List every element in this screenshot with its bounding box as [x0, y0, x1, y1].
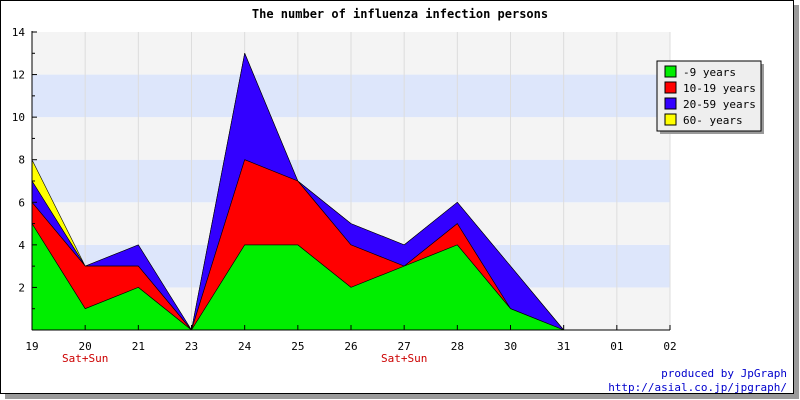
x-tick-label: 01 — [610, 340, 623, 353]
legend-swatch — [664, 81, 677, 94]
x-tick-label: 27 — [398, 340, 411, 353]
legend-label: -9 years — [683, 66, 736, 79]
x-tick-label: 25 — [291, 340, 304, 353]
legend-label: 60- years — [683, 114, 743, 127]
x-tick-label: 30 — [504, 340, 517, 353]
y-tick-label: 6 — [18, 196, 25, 209]
y-tick-label: 10 — [12, 111, 25, 124]
y-tick-label: 4 — [18, 239, 25, 252]
y-tick-label: 2 — [18, 281, 25, 294]
legend-label: 10-19 years — [683, 82, 756, 95]
y-tick-label: 12 — [12, 69, 25, 82]
legend-label: 20-59 years — [683, 98, 756, 111]
x-tick-label: 26 — [344, 340, 357, 353]
legend-swatch — [664, 65, 677, 78]
x-tick-label: 23 — [185, 340, 198, 353]
y-tick-label: 14 — [12, 26, 26, 39]
x-tick-label: 02 — [663, 340, 676, 353]
x-tick-label: 24 — [238, 340, 252, 353]
legend-swatch — [664, 113, 677, 126]
x-tick-label: 19 — [25, 340, 38, 353]
chart-title: The number of influenza infection person… — [252, 7, 548, 21]
y-tick-label: 8 — [18, 154, 25, 167]
credit-line-2[interactable]: http://asial.co.jp/jpgraph/ — [608, 381, 787, 393]
x-tick-label: 31 — [557, 340, 570, 353]
credit-line-1: produced by JpGraph — [661, 367, 787, 380]
legend-swatch — [664, 97, 677, 110]
weekend-label: Sat+Sun — [62, 352, 108, 365]
x-tick-label: 21 — [132, 340, 145, 353]
chart-frame: The number of influenza infection person… — [0, 0, 794, 394]
legend: -9 years 10-19 years 20-59 years 60- years — [656, 60, 764, 134]
chart: The number of influenza infection person… — [12, 7, 787, 393]
x-tick-label: 28 — [451, 340, 464, 353]
weekend-label: Sat+Sun — [381, 352, 427, 365]
x-tick-label: 20 — [79, 340, 92, 353]
